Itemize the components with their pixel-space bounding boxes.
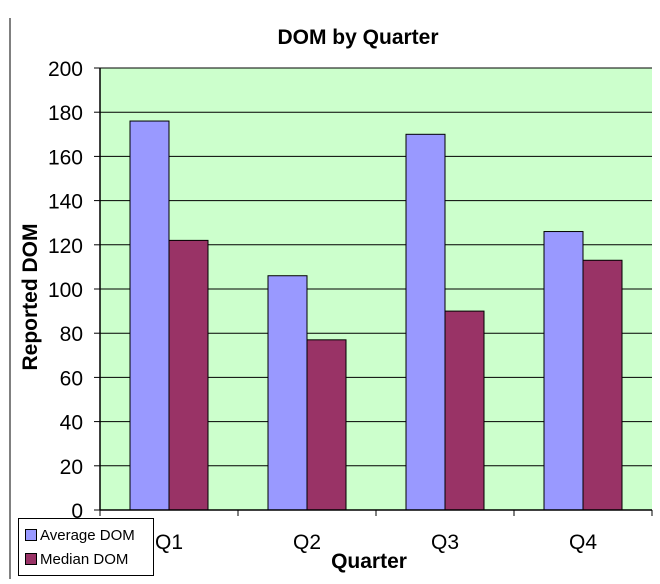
bar-median-dom	[582, 259, 623, 511]
x-tick-label: Q2	[293, 531, 321, 554]
y-tick-label: 80	[60, 323, 83, 346]
chart-legend: Average DOM Median DOM	[18, 518, 154, 576]
x-tick-label: Q3	[431, 531, 459, 554]
bar-median-dom	[306, 339, 347, 511]
x-axis-label: Quarter	[331, 550, 407, 573]
y-tick-label: 100	[48, 279, 83, 302]
bar-average-dom	[129, 120, 170, 511]
bar-average-dom	[267, 275, 308, 511]
y-tick-label: 40	[60, 412, 83, 435]
legend-label-average-dom: Average DOM	[40, 526, 135, 544]
y-tick-label: 20	[60, 456, 83, 479]
legend-swatch-median-dom	[25, 553, 37, 565]
y-tick-label: 160	[48, 146, 83, 169]
y-tick-label: 0	[71, 500, 83, 523]
bar-average-dom	[543, 231, 584, 511]
y-tick-label: 120	[48, 235, 83, 258]
legend-swatch-average-dom	[25, 529, 37, 541]
y-tick-label: 200	[48, 58, 83, 81]
bar-median-dom	[168, 239, 209, 511]
x-tick-label: Q4	[569, 531, 597, 554]
bar-average-dom	[405, 133, 446, 511]
bar-median-dom	[444, 310, 485, 511]
x-tick-label: Q1	[155, 531, 183, 554]
legend-item-average-dom: Average DOM	[25, 523, 147, 547]
y-tick-label: 180	[48, 102, 83, 125]
legend-item-median-dom: Median DOM	[25, 547, 147, 571]
chart-title: DOM by Quarter	[277, 26, 438, 49]
y-tick-label: 60	[60, 367, 83, 390]
y-axis-label: Reported DOM	[19, 224, 42, 371]
y-tick-label: 140	[48, 191, 83, 214]
legend-label-median-dom: Median DOM	[40, 550, 129, 568]
